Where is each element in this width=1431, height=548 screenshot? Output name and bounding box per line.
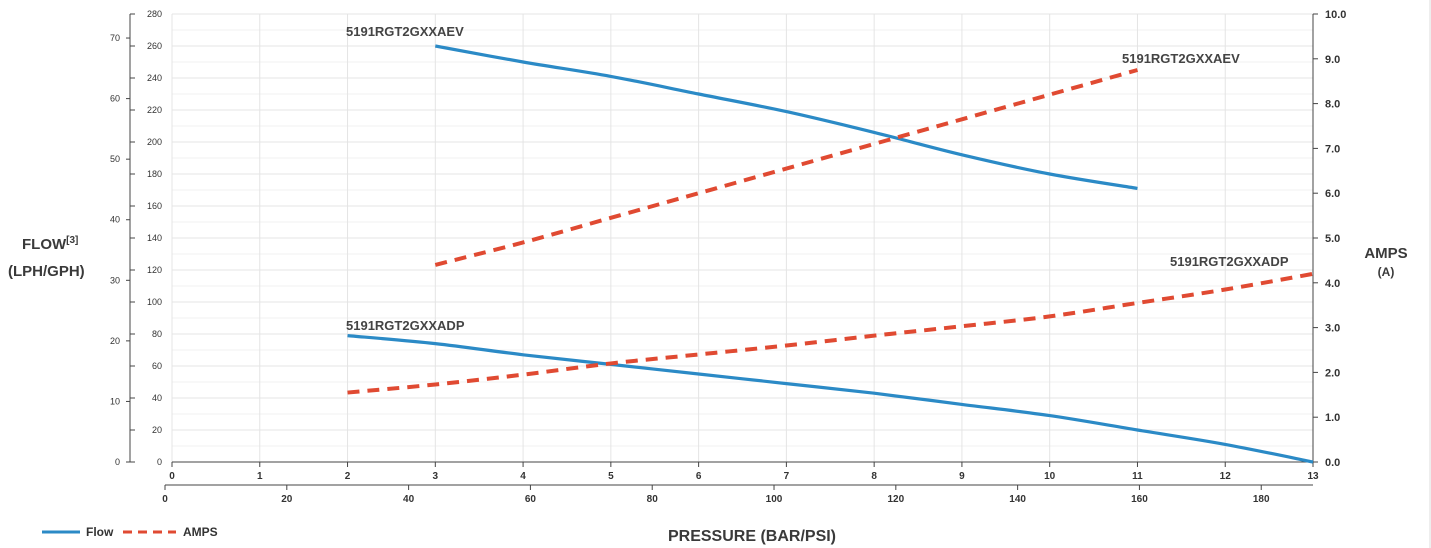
tick-label-psi: 100 bbox=[766, 494, 783, 505]
tick-label-psi: 0 bbox=[162, 494, 168, 505]
grid-lines bbox=[171, 13, 1314, 463]
tick-label-lph: 260 bbox=[147, 41, 162, 51]
tick-label-lph: 180 bbox=[147, 169, 162, 179]
y-axis-left-title: FLOW[3] (LPH/GPH) bbox=[8, 235, 85, 280]
tick-label-gph: 30 bbox=[110, 275, 120, 285]
tick-label-gph: 10 bbox=[110, 396, 120, 406]
series-label-adp-amps: 5191RGT2GXXADP bbox=[1170, 254, 1289, 269]
tick-label-bar: 2 bbox=[345, 471, 351, 482]
tick-label-lph: 100 bbox=[147, 297, 162, 307]
tick-label-bar: 1 bbox=[257, 471, 263, 482]
tick-label-amps: 9.0 bbox=[1325, 54, 1340, 66]
tick-label-lph: 280 bbox=[147, 9, 162, 19]
series-line-flow-0 bbox=[435, 44, 1138, 190]
tick-label-bar: 11 bbox=[1132, 471, 1143, 482]
tick-label-lph: 140 bbox=[147, 233, 162, 243]
amps-title: AMPS bbox=[1364, 245, 1407, 262]
tick-label-psi: 160 bbox=[1131, 494, 1148, 505]
tick-label-gph: 60 bbox=[110, 94, 120, 104]
tick-label-lph: 240 bbox=[147, 73, 162, 83]
axes bbox=[126, 13, 1318, 490]
tick-label-bar: 6 bbox=[696, 471, 702, 482]
amps-units: (A) bbox=[1378, 265, 1395, 279]
series-line-amps-2 bbox=[434, 68, 1139, 267]
tick-labels: 0204060801001201401601802002202402602800… bbox=[110, 9, 1346, 505]
tick-label-gph: 70 bbox=[110, 33, 120, 43]
tick-label-amps: 0.0 bbox=[1325, 457, 1340, 469]
series-line-amps-3 bbox=[347, 271, 1314, 395]
tick-label-psi: 60 bbox=[525, 494, 537, 505]
tick-label-lph: 40 bbox=[152, 393, 162, 403]
y-axis-right-title: AMPS (A) bbox=[1364, 245, 1407, 279]
right-edge-divider bbox=[1429, 0, 1431, 548]
tick-label-psi: 40 bbox=[403, 494, 415, 505]
flow-superscript: [3] bbox=[66, 235, 78, 246]
tick-label-lph: 220 bbox=[147, 105, 162, 115]
tick-label-amps: 4.0 bbox=[1325, 278, 1340, 290]
tick-label-amps: 3.0 bbox=[1325, 323, 1340, 335]
tick-label-amps: 5.0 bbox=[1325, 233, 1340, 245]
tick-label-psi: 120 bbox=[887, 494, 904, 505]
tick-label-bar: 5 bbox=[608, 471, 614, 482]
tick-label-bar: 3 bbox=[433, 471, 439, 482]
tick-label-bar: 10 bbox=[1044, 471, 1056, 482]
tick-label-lph: 160 bbox=[147, 201, 162, 211]
tick-label-gph: 50 bbox=[110, 154, 120, 164]
series-line-flow-1 bbox=[347, 334, 1314, 464]
tick-label-bar: 8 bbox=[871, 471, 877, 482]
series-lines bbox=[347, 44, 1314, 464]
series-labels: 5191RGT2GXXAEV 5191RGT2GXXAEV 5191RGT2GX… bbox=[346, 24, 1289, 333]
tick-label-psi: 180 bbox=[1253, 494, 1270, 505]
tick-label-psi: 20 bbox=[281, 494, 293, 505]
tick-label-bar: 13 bbox=[1307, 471, 1319, 482]
tick-label-lph: 80 bbox=[152, 329, 162, 339]
x-axis-title: PRESSURE (BAR/PSI) bbox=[668, 528, 836, 545]
tick-label-bar: 9 bbox=[959, 471, 965, 482]
legend-amps-label: AMPS bbox=[183, 525, 218, 539]
tick-label-bar: 12 bbox=[1220, 471, 1232, 482]
legend: Flow AMPS bbox=[42, 525, 218, 539]
tick-label-amps: 2.0 bbox=[1325, 367, 1340, 379]
legend-flow-label: Flow bbox=[86, 525, 114, 539]
tick-label-gph: 0 bbox=[115, 457, 120, 467]
series-label-adp-flow: 5191RGT2GXXADP bbox=[346, 318, 465, 333]
flow-units: (LPH/GPH) bbox=[8, 263, 85, 280]
tick-label-amps: 1.0 bbox=[1325, 412, 1340, 424]
svg-text:FLOW[3]: FLOW[3] bbox=[22, 235, 78, 253]
tick-label-gph: 40 bbox=[110, 215, 120, 225]
tick-label-lph: 20 bbox=[152, 425, 162, 435]
tick-label-bar: 4 bbox=[520, 471, 526, 482]
flow-title: FLOW bbox=[22, 236, 67, 253]
tick-label-lph: 0 bbox=[157, 457, 162, 467]
tick-label-lph: 120 bbox=[147, 265, 162, 275]
tick-label-psi: 80 bbox=[647, 494, 659, 505]
tick-label-amps: 8.0 bbox=[1325, 99, 1340, 111]
tick-label-bar: 7 bbox=[784, 471, 790, 482]
tick-label-lph: 60 bbox=[152, 361, 162, 371]
tick-label-gph: 20 bbox=[110, 336, 120, 346]
tick-label-bar: 0 bbox=[169, 471, 175, 482]
tick-label-psi: 140 bbox=[1009, 494, 1026, 505]
tick-label-amps: 6.0 bbox=[1325, 188, 1340, 200]
tick-label-amps: 10.0 bbox=[1325, 9, 1346, 21]
tick-label-amps: 7.0 bbox=[1325, 143, 1340, 155]
series-label-aev-flow: 5191RGT2GXXAEV bbox=[346, 24, 464, 39]
series-label-aev-amps: 5191RGT2GXXAEV bbox=[1122, 51, 1240, 66]
tick-label-lph: 200 bbox=[147, 137, 162, 147]
